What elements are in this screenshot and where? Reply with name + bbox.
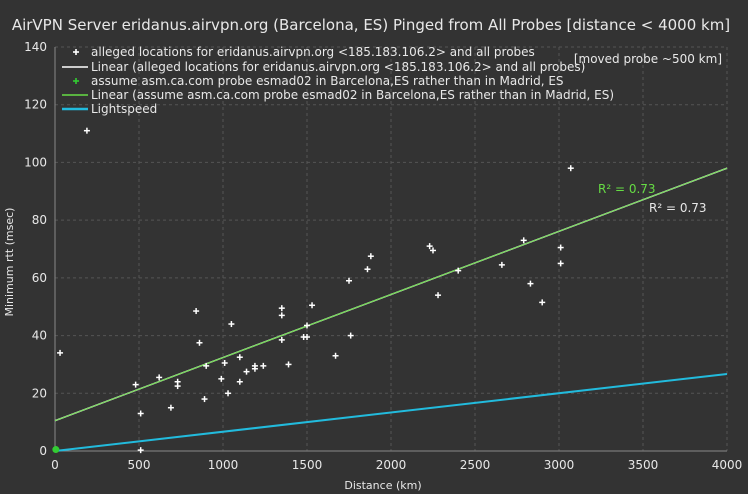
- annotation-moved-probe: [moved probe ~500 km]: [574, 52, 722, 66]
- data-point: [83, 127, 90, 134]
- data-points: [52, 127, 574, 454]
- legend-label: alleged locations for eridanus.airvpn.or…: [91, 45, 535, 59]
- trend-lines: [54, 167, 728, 452]
- data-point: [167, 404, 174, 411]
- x-tick-label: 2000: [376, 458, 407, 472]
- trendline-green: [54, 167, 728, 422]
- data-point: [243, 368, 250, 375]
- r2-label-green: R² = 0.73: [598, 182, 656, 196]
- y-tick-label: 0: [39, 444, 47, 458]
- data-point: [567, 165, 574, 172]
- data-point: [539, 299, 546, 306]
- data-point: [260, 362, 267, 369]
- data-point: [278, 312, 285, 319]
- data-point: [520, 237, 527, 244]
- legend-label: assume asm.ca.com probe esmad02 in Barce…: [91, 74, 564, 88]
- y-tick-label: 20: [32, 386, 47, 400]
- x-tick-label: 500: [128, 458, 151, 472]
- data-point: [364, 266, 371, 273]
- data-point: [332, 352, 339, 359]
- data-point: [132, 381, 139, 388]
- data-point: [137, 410, 144, 417]
- data-point: [201, 396, 208, 403]
- x-tick-label: 1500: [292, 458, 323, 472]
- data-point: [435, 292, 442, 299]
- legend-label: Linear (assume asm.ca.com probe esmad02 …: [91, 88, 614, 102]
- chart-title: AirVPN Server eridanus.airvpn.org (Barce…: [12, 16, 730, 34]
- x-tick-label: 3500: [628, 458, 659, 472]
- axes: 0 20 40 60 80 100 120 140 0 500 1000 1500 2000 2500 30…: [24, 40, 742, 472]
- x-tick-label: 4000: [712, 458, 743, 472]
- y-tick-label: 60: [32, 271, 47, 285]
- x-tick-label: 0: [51, 458, 59, 472]
- data-point: [228, 321, 235, 328]
- data-point: [236, 354, 243, 361]
- data-point: [346, 277, 352, 284]
- data-point: [309, 302, 316, 309]
- y-tick-label: 120: [24, 98, 47, 112]
- x-tick-label: 2500: [460, 458, 491, 472]
- lightspeed-line: [54, 372, 728, 452]
- data-point: [196, 339, 203, 346]
- x-axis-label: Distance (km): [344, 479, 421, 492]
- y-tick-label: 40: [32, 329, 47, 343]
- data-point: [193, 308, 200, 315]
- data-point: [174, 378, 181, 385]
- data-point: [455, 267, 462, 274]
- data-point: [225, 390, 232, 397]
- data-point: [304, 322, 310, 329]
- data-point: [426, 243, 433, 250]
- x-tick-label: 3000: [544, 458, 575, 472]
- legend: alleged locations for eridanus.airvpn.or…: [62, 45, 614, 116]
- y-tick-label: 80: [32, 213, 47, 227]
- data-point: [278, 305, 285, 312]
- data-point: [57, 349, 64, 356]
- data-point: [430, 247, 436, 254]
- y-axis-label: Minimum rtt (msec): [3, 208, 16, 317]
- r2-label-white: R² = 0.73: [649, 201, 707, 215]
- data-point: [347, 332, 354, 339]
- data-point: [203, 362, 210, 369]
- data-point: [251, 362, 258, 369]
- x-tick-label: 1000: [208, 458, 239, 472]
- data-point: [304, 334, 310, 341]
- data-point: [527, 280, 534, 287]
- data-point: [557, 260, 564, 267]
- data-point: [557, 244, 564, 251]
- data-point: [156, 374, 163, 381]
- data-point: [498, 261, 505, 268]
- legend-label: Linear (alleged locations for eridanus.a…: [91, 60, 585, 74]
- y-tick-label: 140: [24, 40, 47, 54]
- data-point-green: [52, 446, 60, 454]
- y-tick-label: 100: [24, 155, 47, 169]
- data-point: [236, 378, 243, 385]
- data-point: [285, 361, 292, 368]
- data-point: [218, 375, 225, 382]
- data-point: [221, 359, 228, 366]
- data-point: [137, 447, 144, 454]
- data-point: [278, 336, 285, 343]
- legend-label: Lightspeed: [91, 102, 157, 116]
- data-point: [367, 253, 374, 260]
